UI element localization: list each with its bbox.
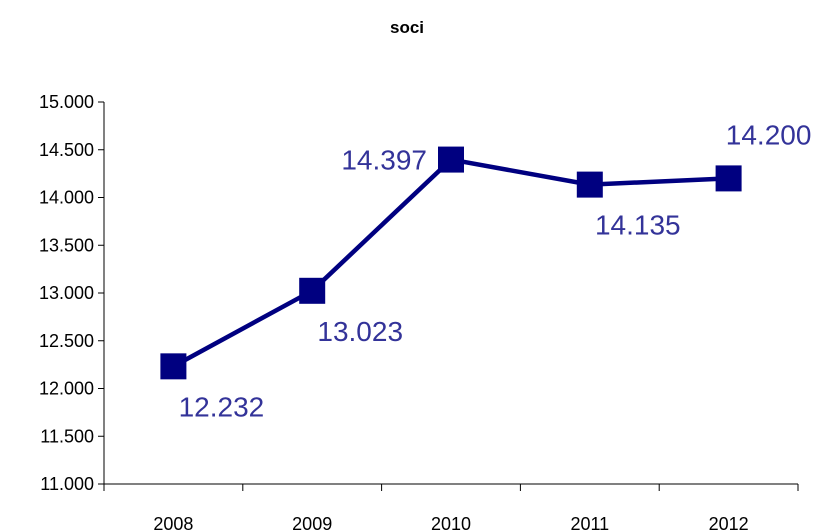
data-label: 14.135	[595, 210, 681, 241]
y-tick-label: 11.500	[40, 426, 94, 446]
data-point-marker	[576, 171, 603, 198]
data-label: 13.023	[317, 316, 403, 347]
chart-title: soci	[389, 18, 425, 37]
data-point-marker	[438, 146, 464, 173]
data-label: 12.232	[179, 391, 265, 422]
data-point-marker	[299, 277, 326, 304]
x-tick-label: 2009	[292, 514, 332, 532]
y-tick-label: 15.000	[39, 92, 94, 112]
y-tick-label: 11.000	[40, 474, 94, 494]
series-line	[172, 157, 729, 369]
x-tick-label: 2012	[709, 514, 749, 532]
y-tick-label: 12.500	[39, 331, 94, 351]
y-tick-label: 12.000	[39, 379, 94, 399]
y-tick-label: 13.000	[39, 283, 94, 303]
data-point-marker	[160, 353, 187, 380]
y-tick-label: 14.000	[39, 188, 94, 208]
data-point-marker	[715, 165, 742, 192]
y-tick-label: 13.500	[39, 235, 94, 255]
data-label: 14.397	[341, 145, 427, 176]
x-tick-label: 2011	[570, 514, 609, 532]
x-tick-label: 2008	[153, 514, 193, 532]
data-label: 14.200	[726, 119, 812, 150]
y-tick-label: 14.500	[39, 140, 94, 160]
x-tick-label: 2010	[431, 514, 471, 532]
